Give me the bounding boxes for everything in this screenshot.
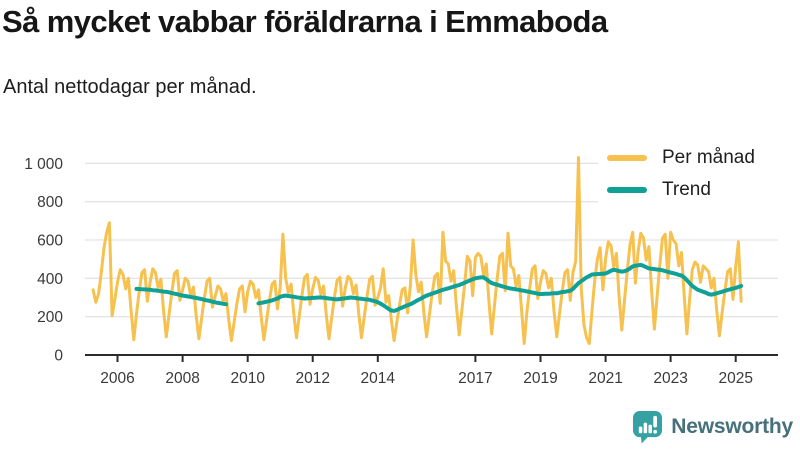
newsworthy-logo[interactable]: Newsworthy [632, 410, 793, 444]
x-tick-label: 2023 [653, 370, 687, 387]
y-tick-label: 800 [37, 194, 63, 211]
y-tick-label: 200 [37, 309, 63, 326]
legend-item-per-manad: Per månad [598, 142, 782, 174]
x-tick-label: 2006 [100, 370, 134, 387]
x-tick-label: 2025 [718, 370, 752, 387]
legend-swatch [607, 155, 647, 161]
x-tick-label: 2019 [523, 370, 557, 387]
x-tick-label: 2008 [165, 370, 199, 387]
x-tick-label: 2017 [458, 370, 492, 387]
y-tick-label: 600 [37, 233, 63, 250]
x-tick-label: 2021 [588, 370, 622, 387]
x-tick-label: 2010 [230, 370, 265, 387]
legend-swatch [607, 187, 647, 193]
y-tick-label: 400 [37, 271, 63, 288]
y-tick-label: 1 000 [24, 156, 63, 173]
trend-line [256, 262, 744, 313]
legend-label: Trend [662, 179, 711, 200]
page-subtitle: Antal nettodagar per månad. [3, 76, 257, 98]
legend-label: Per månad [662, 147, 755, 168]
legend: Per månad Trend [598, 142, 782, 206]
legend-item-trend: Trend [598, 174, 782, 206]
y-tick-label: 0 [54, 348, 63, 365]
x-tick-label: 2012 [295, 370, 329, 387]
brand-name: Newsworthy [671, 415, 793, 438]
page-title: Så mycket vabbar föräldrarna i Emmaboda [2, 4, 608, 39]
trend-line [134, 286, 228, 307]
per-month-line [91, 156, 743, 345]
x-tick-label: 2014 [361, 370, 396, 387]
newsworthy-icon [632, 410, 663, 444]
